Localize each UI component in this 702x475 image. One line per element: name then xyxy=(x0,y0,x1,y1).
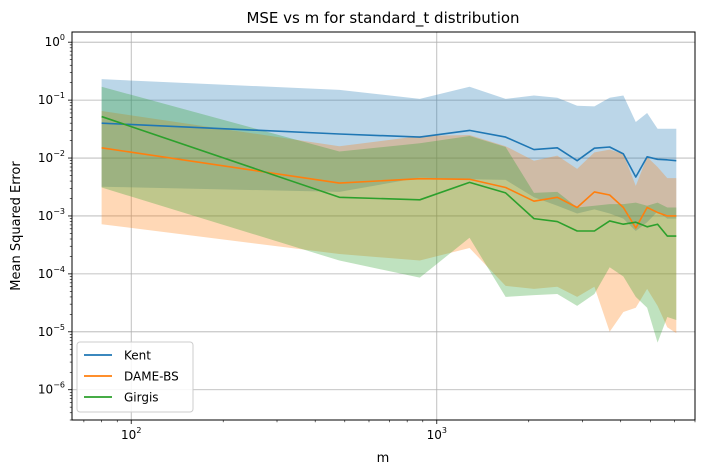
y-tick-label-6: 100 xyxy=(45,33,65,49)
legend-label-dame-bs: DAME-BS xyxy=(124,370,179,384)
plot-frame xyxy=(71,31,696,421)
line-kent xyxy=(101,122,677,178)
band-girgis xyxy=(101,86,677,343)
y-axis-label: Mean Squared Error xyxy=(9,161,24,291)
legend-box xyxy=(76,341,194,413)
y-tick-label-5: 10−1 xyxy=(38,91,65,107)
y-tick-label-1: 10−5 xyxy=(38,323,65,339)
y-tick-label-3: 10−3 xyxy=(38,207,65,223)
chart-title: MSE vs m for standard_t distribution xyxy=(246,9,519,28)
confidence-bands xyxy=(101,79,677,343)
band-dame-bs xyxy=(101,110,677,334)
line-girgis xyxy=(101,115,677,237)
series-lines xyxy=(101,115,677,237)
y-tick-label-0: 10−6 xyxy=(38,381,65,397)
legend: Kent DAME-BS Girgis xyxy=(76,341,194,413)
y-tick-label-2: 10−4 xyxy=(38,265,65,281)
axis-ticks: 102 103 10−6 10−5 10−4 10−3 10−2 10−1 100 xyxy=(38,33,696,442)
band-kent xyxy=(101,79,677,231)
legend-label-girgis: Girgis xyxy=(124,391,159,405)
y-tick-label-4: 10−2 xyxy=(38,149,65,165)
x-tick-label-1: 103 xyxy=(427,426,447,442)
legend-label-kent: Kent xyxy=(124,349,151,363)
x-tick-label-0: 102 xyxy=(121,426,141,442)
line-dame-bs xyxy=(101,147,677,229)
x-axis-label: m xyxy=(377,451,390,466)
